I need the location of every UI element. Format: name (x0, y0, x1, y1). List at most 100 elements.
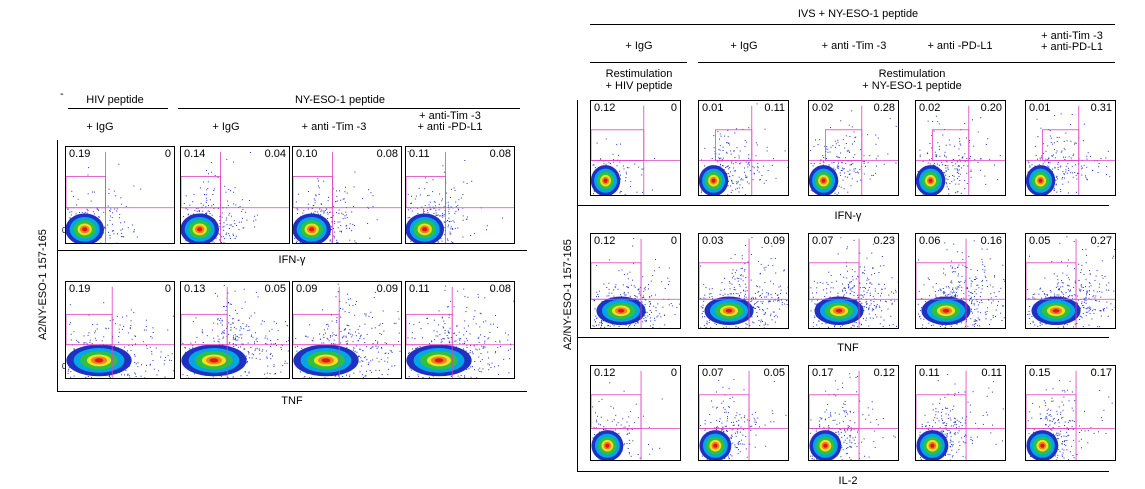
flow-plot-canvas (916, 370, 1005, 460)
flow-plot-canvas (406, 151, 514, 243)
flow-plot-canvas (66, 151, 174, 243)
quadrant-value-left: 0.06 (919, 235, 941, 247)
col-label: + anti -PD-L1 (927, 40, 993, 52)
quadrant-value-left: 0.12 (594, 367, 616, 379)
x-axis-label: IFN-γ (278, 254, 306, 266)
gate-lines (293, 286, 401, 378)
x-axis-line (577, 337, 1109, 338)
quadrant-value-right: 0.08 (489, 148, 511, 160)
col-label: + anti -Tim -3 (301, 121, 367, 133)
flow-plot-canvas (181, 285, 289, 378)
quadrant-value-left: 0.10 (296, 148, 318, 160)
flow-plot-panel: 0.01 0.31 (1025, 100, 1116, 196)
x-axis-label: IL-2 (838, 475, 858, 487)
col-label: + IgG (625, 40, 653, 52)
col-label: + anti -Tim -3 (821, 40, 887, 52)
quadrant-value-right: 0.28 (873, 102, 895, 114)
group-label-hiv: HIV peptide (86, 94, 144, 106)
dash-mark: - (60, 88, 64, 100)
quadrant-value-left: 0.19 (69, 283, 91, 295)
quadrant-value-left: 0.13 (184, 283, 206, 295)
flow-plot-panel: 0.19 0 (65, 146, 175, 244)
quadrant-value-right: 0.09 (763, 235, 785, 247)
quadrant-value-right: 0.12 (873, 367, 895, 379)
flow-plot-panel: 0.12 0 (590, 100, 681, 196)
flow-plot-canvas (406, 285, 514, 378)
quadrant-value-right: 0.08 (489, 283, 511, 295)
quadrant-value-right: 0.08 (376, 148, 398, 160)
restim-label-hiv: Restimulation + HIV peptide (605, 68, 673, 92)
restim-line-hiv (590, 62, 687, 63)
flow-plot-panel: 0.05 0.27 (1025, 233, 1116, 329)
restim-line-nyeso (698, 62, 1115, 63)
gate-lines (1026, 105, 1115, 195)
gate-lines (66, 151, 174, 243)
top-title: IVS + NY-ESO-1 peptide (797, 8, 919, 20)
col-label: + anti-Tim -3 + anti-PD-L1 (1040, 30, 1104, 53)
quadrant-value-right: 0.05 (763, 367, 785, 379)
quadrant-value-left: 0.01 (702, 102, 724, 114)
flow-plot-panel: 0.12 0 (590, 233, 681, 329)
quadrant-value-left: 0.12 (594, 235, 616, 247)
flow-plot-panel: 0.11 0.08 (405, 146, 515, 244)
y-axis-line (577, 100, 578, 472)
gate-lines (1026, 370, 1115, 460)
flow-plot-panel: 0.02 0.28 (808, 100, 899, 196)
restim-label-nyeso: Restimulation + NY-ESO-1 peptide (862, 68, 962, 92)
flow-plot-canvas (916, 238, 1005, 328)
flow-plot-panel: 0.07 0.05 (698, 365, 789, 461)
quadrant-value-left: 0.09 (296, 283, 318, 295)
quadrant-value-right: 0 (670, 367, 677, 379)
flow-plot-panel: 0.07 0.23 (808, 233, 899, 329)
flow-plot-canvas (809, 105, 898, 195)
quadrant-value-right: 0.11 (981, 367, 1002, 379)
gate-lines (181, 151, 289, 243)
flow-plot-canvas (591, 105, 680, 195)
quadrant-value-right: 0.17 (1090, 367, 1112, 379)
quadrant-value-right: 0.31 (1090, 102, 1112, 114)
quadrant-value-left: 0.11 (409, 148, 430, 160)
quadrant-value-left: 0.11 (409, 283, 430, 295)
quadrant-value-right: 0.09 (376, 283, 398, 295)
quadrant-value-left: 0.14 (184, 148, 206, 160)
gate-lines (809, 105, 898, 195)
flow-plot-canvas (809, 237, 898, 328)
flow-plot-panel: 0.11 0.11 (915, 365, 1006, 461)
quadrant-value-left: 0.05 (1029, 235, 1051, 247)
x-axis-line (577, 205, 1109, 206)
quadrant-value-left: 0.17 (812, 367, 834, 379)
gate-lines (181, 286, 289, 378)
gate-lines (809, 238, 898, 328)
flow-plot-panel: 0.06 0.16 (915, 233, 1006, 329)
group-line-nyeso (178, 108, 520, 109)
flow-plot-panel: 0.13 0.05 (180, 281, 290, 379)
flow-plot-canvas (916, 105, 1005, 195)
quadrant-value-right: 0.23 (873, 235, 895, 247)
quadrant-value-right: 0.11 (764, 102, 785, 114)
gate-lines (699, 105, 788, 195)
col-label: + IgG (730, 40, 758, 52)
quadrant-value-left: 0.03 (702, 235, 724, 247)
quadrant-value-right: 0.05 (264, 283, 286, 295)
gate-lines (66, 286, 174, 378)
gate-lines (809, 370, 898, 460)
col-label: + IgG (86, 121, 114, 133)
x-axis-label: IFN-γ (834, 210, 862, 222)
group-label-nyeso: NY-ESO-1 peptide (294, 94, 386, 106)
flow-plot-canvas (591, 238, 680, 328)
quadrant-value-right: 0.16 (980, 235, 1002, 247)
flow-plot-panel: 0.03 0.09 (698, 233, 789, 329)
flow-plot-panel: 0.19 0 (65, 281, 175, 379)
x-axis-line (577, 471, 1109, 472)
flow-plot-canvas (699, 103, 788, 195)
flow-plot-canvas (181, 151, 289, 243)
flow-plot-panel: 0.12 0 (590, 365, 681, 461)
quadrant-value-left: 0.11 (919, 367, 940, 379)
quadrant-value-right: 0 (164, 148, 171, 160)
gate-lines (699, 370, 788, 460)
gate-lines (293, 151, 401, 243)
flow-plot-canvas (1026, 236, 1115, 328)
quadrant-value-right: 0.27 (1090, 235, 1112, 247)
flow-plot-canvas (66, 286, 174, 378)
flow-plot-canvas (809, 370, 898, 460)
